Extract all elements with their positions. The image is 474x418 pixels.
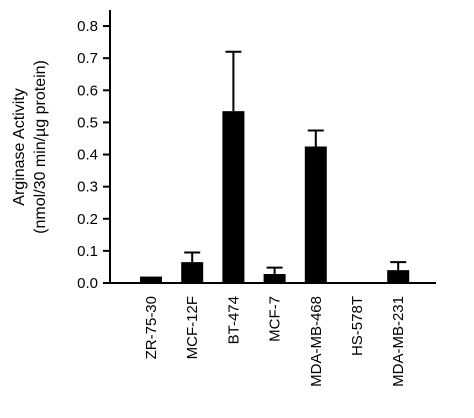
y-axis-title-line1: Arginase Activity xyxy=(11,88,28,205)
y-axis-title-line2: (nmol/30 min/µg protein) xyxy=(32,60,49,234)
y-tick-label: 0.5 xyxy=(77,114,98,131)
bar xyxy=(222,111,245,283)
y-tick-label: 0.6 xyxy=(77,82,98,99)
y-tick-label: 0.0 xyxy=(77,275,98,292)
y-tick-label: 0.3 xyxy=(77,179,98,196)
y-tick-label: 0.2 xyxy=(77,211,98,228)
axes xyxy=(109,10,436,284)
bar xyxy=(140,276,162,283)
y-tick-label: 0.7 xyxy=(77,50,98,67)
x-tick-label: BT-474 xyxy=(225,296,242,344)
bar xyxy=(181,262,204,283)
error-bars xyxy=(184,50,407,275)
y-tick-label: 0.1 xyxy=(77,243,98,260)
x-tick-label: MDA-MB-468 xyxy=(308,296,325,387)
x-tick-label: MCF-7 xyxy=(267,296,284,342)
bar xyxy=(387,270,410,283)
y-ticks: 0.0 0.1 0.2 0.3 0.4 0.5 0.6 0.7 0.8 xyxy=(77,18,110,292)
bars xyxy=(140,111,410,284)
y-tick-label: 0.8 xyxy=(77,18,98,35)
bar xyxy=(263,274,286,283)
x-tick-label: ZR-75-30 xyxy=(143,296,160,359)
bar xyxy=(304,146,327,283)
x-tick-label: MCF-12F xyxy=(184,296,201,359)
y-axis-title: Arginase Activity (nmol/30 min/µg protei… xyxy=(11,60,49,234)
x-tick-labels: ZR-75-30 MCF-12F BT-474 MCF-7 MDA-MB-468 HS-5… xyxy=(143,296,407,387)
x-tick-label: HS-578T xyxy=(349,296,366,356)
bar xyxy=(346,282,368,284)
x-tick-label: MDA-MB-231 xyxy=(390,296,407,387)
y-tick-label: 0.4 xyxy=(77,147,98,164)
